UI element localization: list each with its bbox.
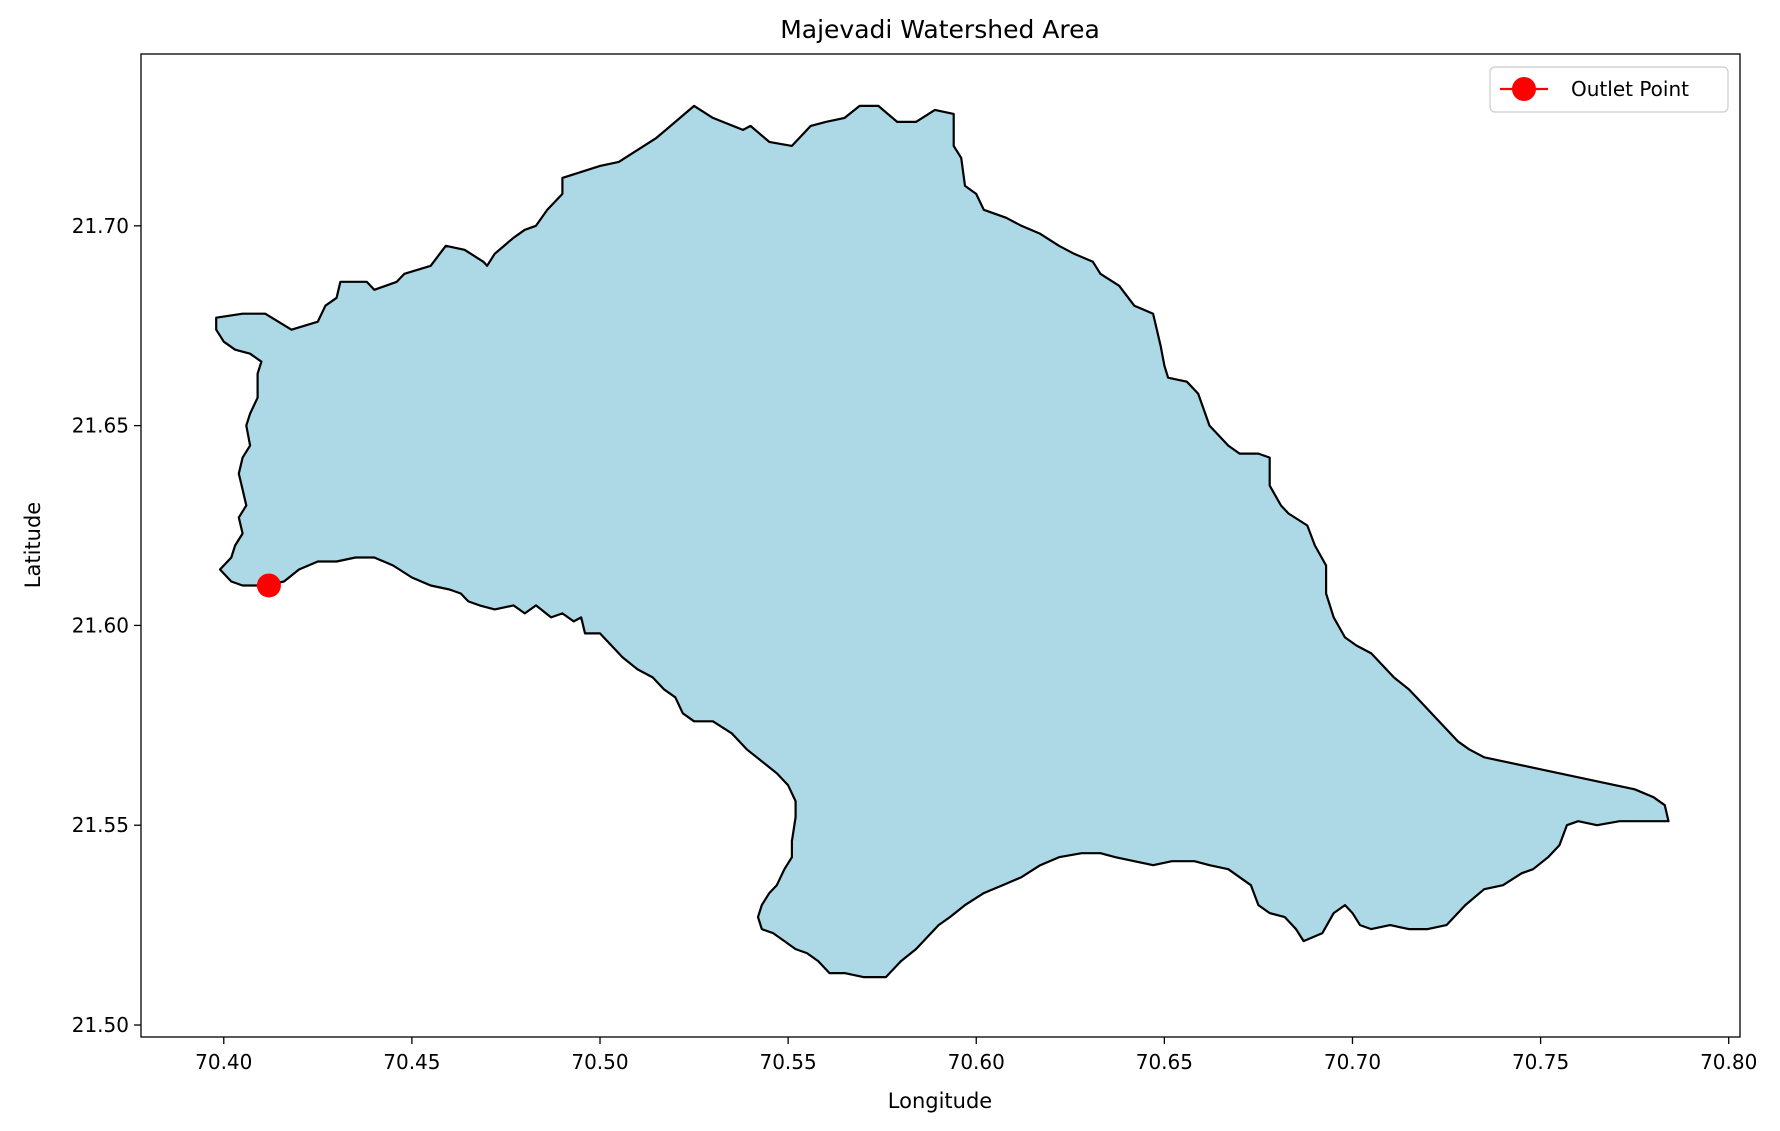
- chart-title: Majevadi Watershed Area: [780, 15, 1100, 44]
- legend: Outlet Point: [1489, 66, 1729, 113]
- x-axis: 70.40 70.45 70.50 70.55 70.60 70.65 70.70 70.75…: [195, 1037, 1757, 1074]
- watershed-polygon: [215, 104, 1670, 979]
- x-tick-label: 70.65: [1136, 1050, 1193, 1074]
- y-tick-label: 21.70: [72, 214, 129, 238]
- axes-frame: [140, 53, 1741, 1038]
- y-tick-label: 21.60: [72, 613, 129, 637]
- plot-area: [215, 104, 1670, 979]
- x-tick-label: 70.70: [1324, 1050, 1381, 1074]
- x-tick-label: 70.80: [1700, 1050, 1757, 1074]
- legend-marker-outlet: [1512, 77, 1536, 101]
- y-axis: 21.50 21.55 21.60 21.65 21.70: [72, 214, 141, 1037]
- x-tick-label: 70.45: [383, 1050, 440, 1074]
- y-tick-label: 21.50: [72, 1013, 129, 1037]
- legend-box: [1489, 66, 1729, 113]
- x-tick-label: 70.55: [759, 1050, 816, 1074]
- x-axis-label: Longitude: [888, 1089, 992, 1113]
- y-tick-label: 21.55: [72, 813, 129, 837]
- outlet-point-marker: [256, 573, 281, 598]
- x-tick-label: 70.40: [195, 1050, 252, 1074]
- y-tick-label: 21.65: [72, 414, 129, 438]
- legend-label-outlet: Outlet Point: [1571, 77, 1689, 101]
- x-tick-label: 70.75: [1512, 1050, 1569, 1074]
- y-axis-label: Latitude: [21, 502, 45, 588]
- x-tick-label: 70.50: [571, 1050, 628, 1074]
- x-tick-label: 70.60: [948, 1050, 1005, 1074]
